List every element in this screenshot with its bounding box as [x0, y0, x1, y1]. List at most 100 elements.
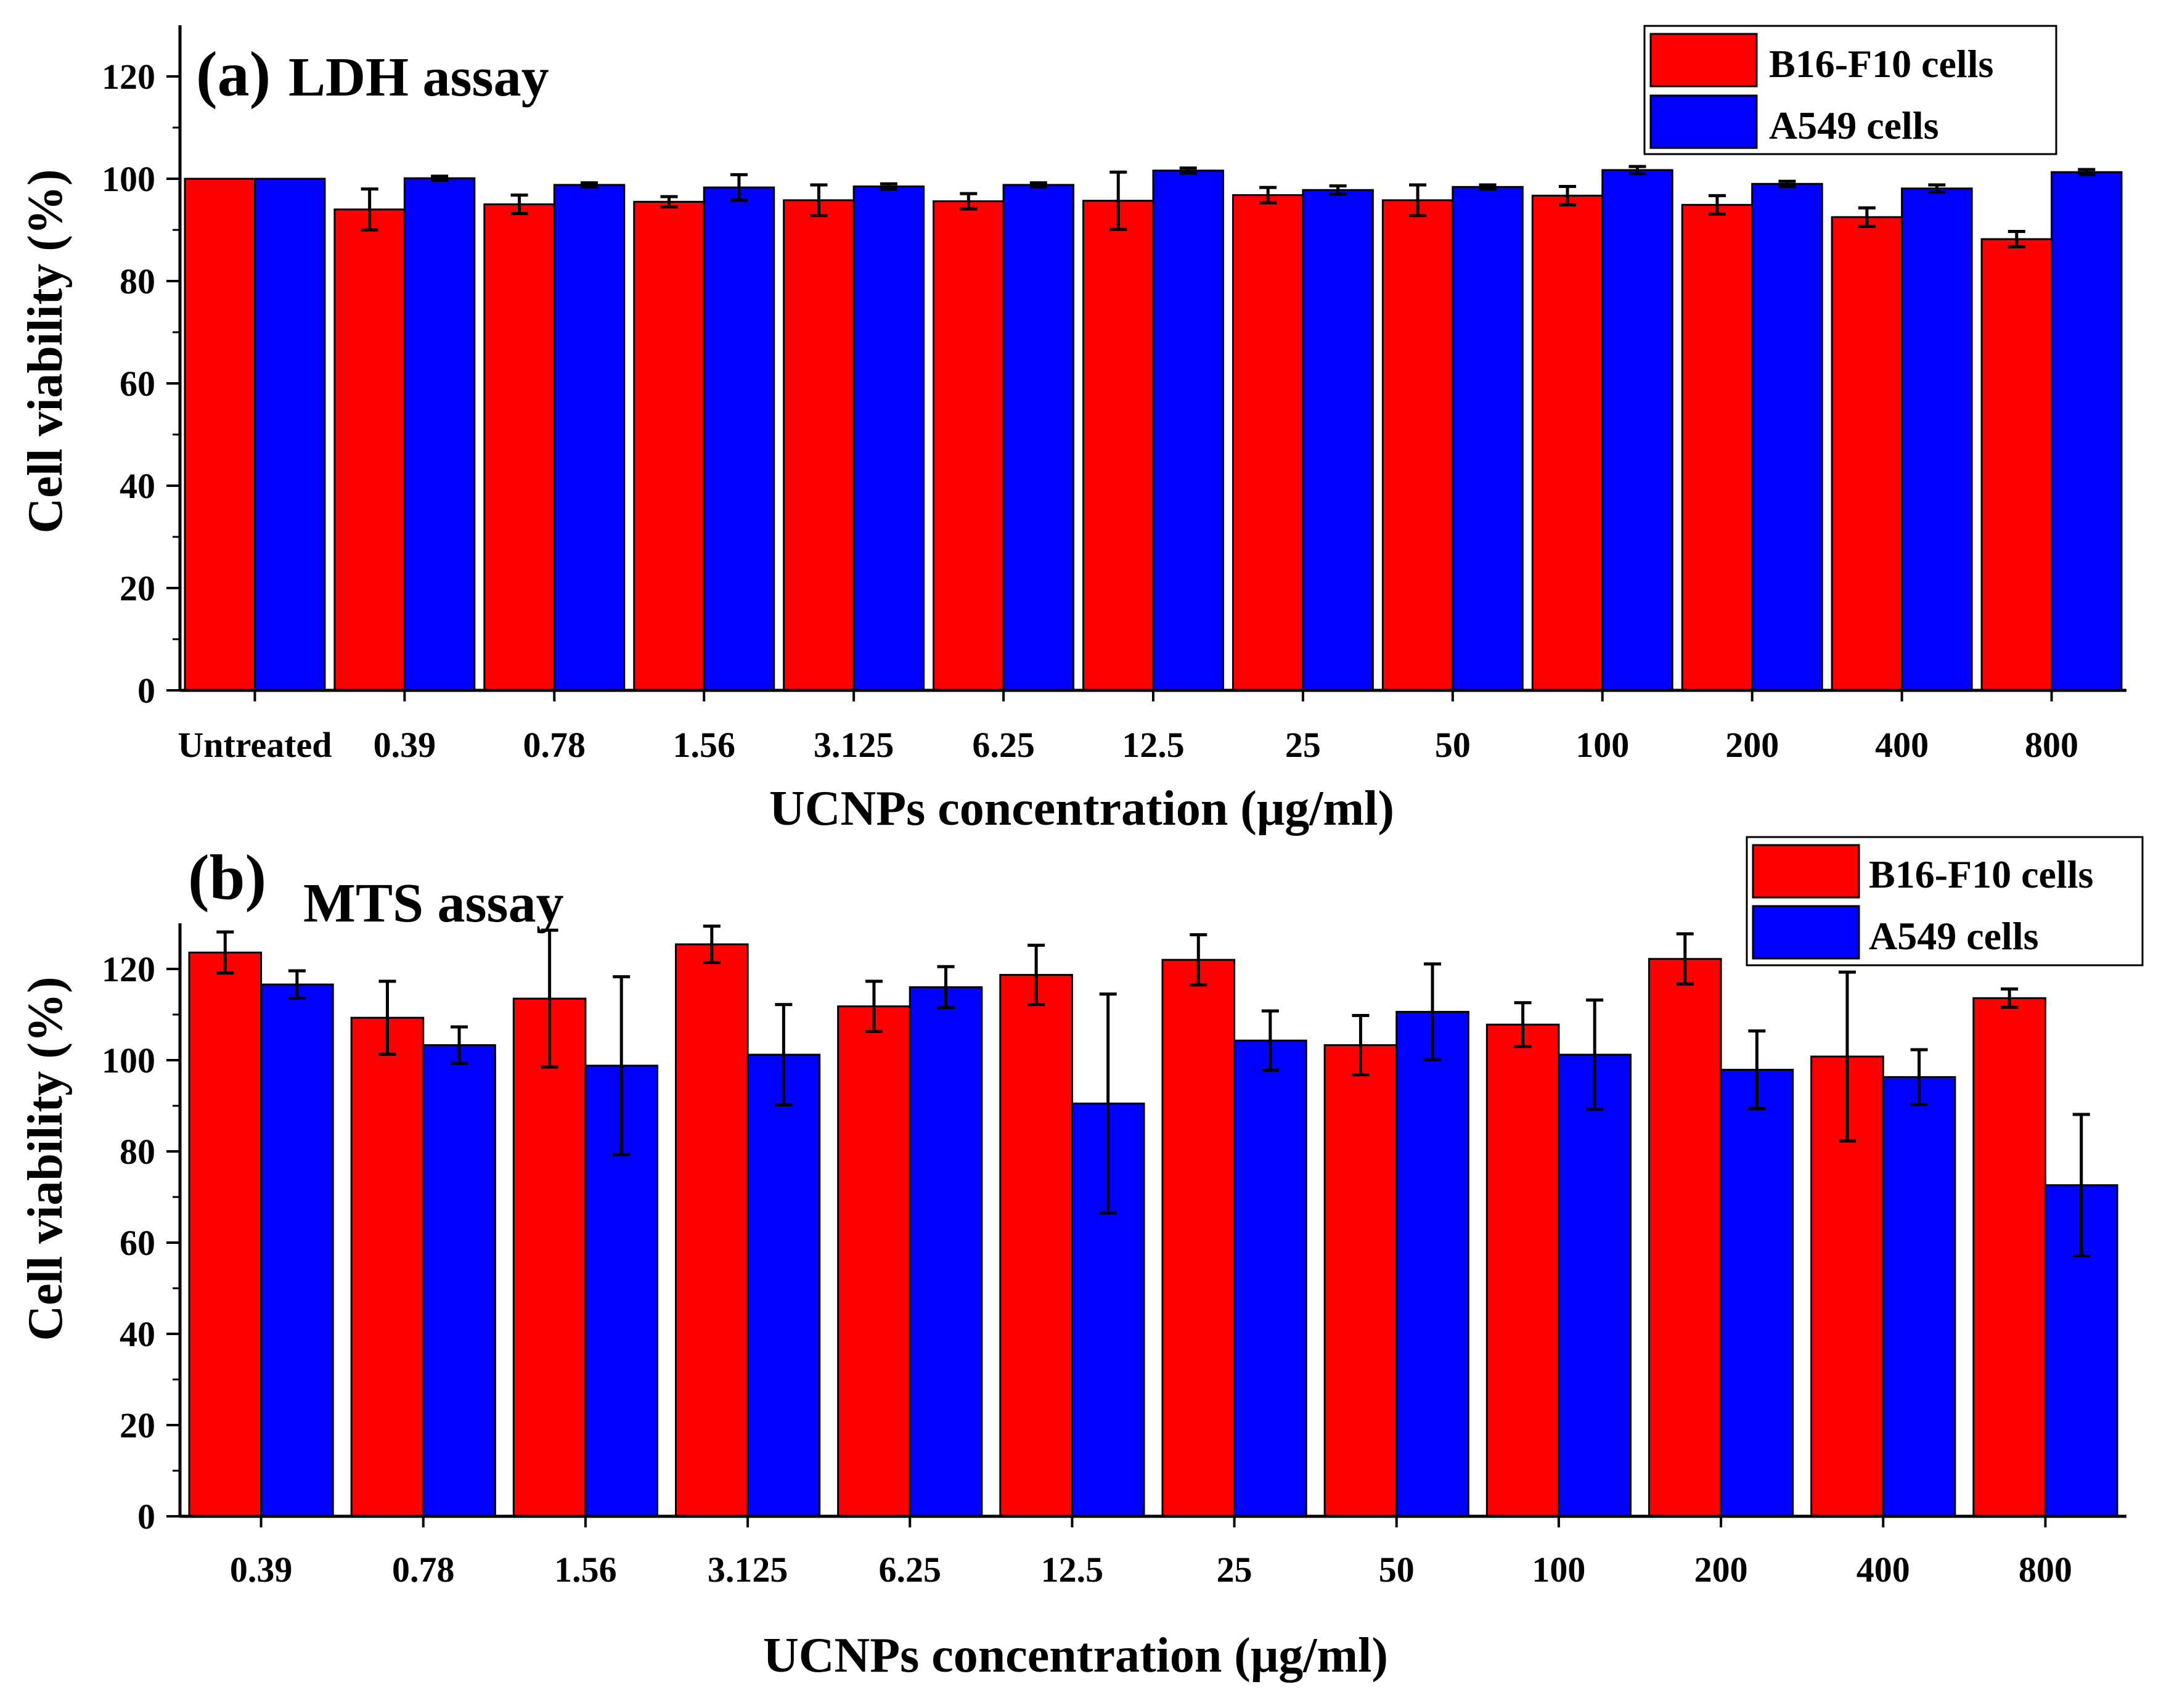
panel-b-bar-b16f10-5 — [999, 974, 1073, 1518]
panel-a-bar-b16f10-6 — [1082, 200, 1154, 692]
panel-a-legend-a549-swatch — [1649, 94, 1758, 149]
panel-b-bar-a549-9 — [1720, 1069, 1794, 1518]
panel-a-bar-b16f10-11 — [1831, 216, 1903, 692]
panel-a-y-tick-label: 100 — [102, 159, 155, 199]
panel-a-bar-b16f10-7 — [1232, 194, 1304, 692]
panel-b-bar-a549-6 — [1233, 1039, 1307, 1518]
panel-a-bars — [184, 169, 2123, 692]
panel-b-x-ticks: 0.39 0.78 1.56 3.125 6.25 12.5 25 50 100 200 400 80… — [230, 1516, 2072, 1590]
panel-b-bar-b16f10-6 — [1161, 958, 1236, 1518]
panel-a-errorbar-b16f10-3 — [660, 195, 678, 209]
panel-a-bar-b16f10-4 — [783, 199, 855, 692]
panel-a-bar-b16f10-3 — [633, 200, 705, 692]
panel-b-y-ticks: 0 20 40 60 80 100 120 — [102, 949, 180, 1537]
panel-a-bar-a549-0 — [253, 178, 326, 692]
panel-a-x-tick-label: 25 — [1285, 725, 1321, 765]
panel-b-legend-b16f10-swatch — [1752, 844, 1860, 899]
panel-a-errorbar-b16f10-11 — [1858, 206, 1876, 228]
panel-a-x-axis-title: UCNPs concentration (μg/ml) — [769, 782, 1394, 836]
panel-a-y-tick-label: 20 — [120, 568, 155, 608]
panel-a-x-tick-label: 1.56 — [672, 725, 735, 765]
panel-a-errorbar-b16f10-9 — [1559, 184, 1577, 206]
panel-a-errorbar-a549-6 — [1179, 166, 1197, 175]
panel-b-errorbar-a549-2 — [613, 975, 631, 1156]
panel-a-errorbar-b16f10-7 — [1259, 186, 1277, 205]
panel-b-errorbar-a549-5 — [1099, 992, 1117, 1215]
panel-a-errorbar-a549-1 — [431, 174, 449, 182]
panel-b-bar-a549-3 — [746, 1053, 821, 1518]
panel-a-errorbar-a549-11 — [1928, 183, 1946, 194]
panel-b-x-tick-label: 3.125 — [708, 1550, 788, 1590]
panel-a-x-ticks: Untreated 0.39 0.78 1.56 3.125 6.25 12.5 25 50 10… — [178, 690, 2078, 765]
panel-b-bar-a549-10 — [1882, 1076, 1956, 1518]
panel-b-errorbar-a549-7 — [1424, 962, 1442, 1061]
panel-a-x-tick-label: 50 — [1435, 725, 1471, 765]
panel-b-error-bars — [216, 924, 2090, 1257]
panel-b-x-tick-label: 12.5 — [1041, 1550, 1104, 1590]
panel-b-errorbar-a549-3 — [775, 1003, 793, 1107]
panel-b-x-tick-label: 800 — [2019, 1550, 2072, 1590]
panel-a-legend: B16-F10 cells A549 cells — [1643, 25, 2057, 155]
panel-a-bar-a549-7 — [1302, 189, 1374, 692]
panel-b-title: MTS assay — [303, 873, 564, 934]
panel-b-bar-b16f10-1 — [350, 1016, 425, 1518]
panel-b-y-tick-label: 40 — [120, 1314, 155, 1354]
panel-b-errorbar-b16f10-7 — [1352, 1013, 1370, 1077]
panel-b-x-tick-label: 25 — [1217, 1550, 1252, 1590]
panel-b-errorbar-b16f10-10 — [1838, 970, 1856, 1143]
panel-a-x-tick-label: 3.125 — [814, 725, 894, 765]
panel-b-errorbar-a549-10 — [1910, 1048, 1928, 1106]
panel-a-ldh-chart: 0 20 40 60 80 100 120 Untreated 0.39 0.78 1.56 3.1… — [18, 25, 2126, 836]
panel-a-x-tick-label: 200 — [1725, 725, 1779, 765]
panel-a-bar-a549-8 — [1452, 186, 1524, 692]
panel-a-errorbar-b16f10-8 — [1409, 183, 1427, 218]
panel-b-bar-a549-8 — [1558, 1053, 1632, 1518]
panel-a-title: LDH assay — [288, 47, 549, 108]
panel-b-y-tick-label: 120 — [102, 949, 155, 989]
panel-a-errorbar-b16f10-2 — [510, 194, 528, 215]
panel-a-errorbar-a549-5 — [1029, 181, 1047, 189]
panel-b-bars — [188, 943, 2118, 1518]
panel-b-errorbar-a549-11 — [2072, 1113, 2090, 1257]
panel-b-bar-a549-0 — [260, 983, 334, 1518]
panel-a-error-bars — [361, 165, 2096, 248]
panel-b-errorbar-b16f10-0 — [216, 930, 234, 975]
panel-a-bar-a549-6 — [1152, 170, 1224, 692]
panel-a-errorbar-a549-3 — [730, 173, 748, 202]
panel-b-errorbar-a549-0 — [288, 969, 306, 1000]
panel-a-x-tick-label: 100 — [1575, 725, 1629, 765]
panel-b-legend: B16-F10 cells A549 cells — [1746, 836, 2144, 966]
panel-a-x-tick-label: 0.39 — [374, 725, 436, 765]
panel-b-errorbar-b16f10-9 — [1676, 932, 1694, 986]
panel-b-mts-chart: 0 20 40 60 80 100 120 0.39 0.78 1.56 3.125 6.25 12.… — [18, 836, 2144, 1683]
panel-b-errorbar-b16f10-8 — [1514, 1001, 1532, 1048]
panel-a-x-tick-label: 0.78 — [523, 725, 586, 765]
panel-b-errorbar-b16f10-11 — [2001, 987, 2019, 1009]
panel-b-legend-b16f10-label: B16-F10 cells — [1869, 852, 2093, 896]
panel-b-bar-b16f10-11 — [1972, 997, 2046, 1518]
panel-a-errorbar-b16f10-12 — [2008, 229, 2025, 248]
panel-a-bar-a549-11 — [1901, 187, 1973, 692]
panel-b-axes — [178, 923, 2126, 1518]
panel-a-y-tick-label: 120 — [102, 57, 155, 97]
panel-a-x-tick-label: 400 — [1875, 725, 1929, 765]
panel-b-y-tick-label: 20 — [120, 1405, 155, 1445]
panel-a-bar-b16f10-1 — [333, 208, 406, 692]
panel-b-x-tick-label: 0.39 — [230, 1550, 293, 1590]
panel-b-bar-b16f10-3 — [675, 943, 749, 1518]
panel-a-bar-a549-12 — [2051, 171, 2123, 692]
panel-b-x-tick-label: 6.25 — [879, 1550, 942, 1590]
panel-b-bar-b16f10-9 — [1648, 958, 1722, 1518]
panel-b-y-tick-label: 80 — [120, 1132, 155, 1172]
panel-a-bar-a549-3 — [703, 186, 775, 692]
panel-a-errorbar-a549-9 — [1628, 165, 1646, 176]
panel-a-y-tick-label: 40 — [120, 466, 155, 506]
panel-b-legend-a549-swatch — [1752, 905, 1860, 960]
panel-a-errorbar-a549-10 — [1778, 179, 1796, 188]
panel-b-bar-a549-7 — [1395, 1011, 1469, 1518]
panel-a-x-tick-label: 800 — [2025, 725, 2078, 765]
panel-a-bar-b16f10-9 — [1531, 194, 1604, 692]
panel-b-y-tick-label: 0 — [137, 1497, 155, 1537]
panel-a-legend-b16f10-label: B16-F10 cells — [1769, 42, 1993, 86]
panel-a-bar-b16f10-10 — [1681, 203, 1754, 692]
